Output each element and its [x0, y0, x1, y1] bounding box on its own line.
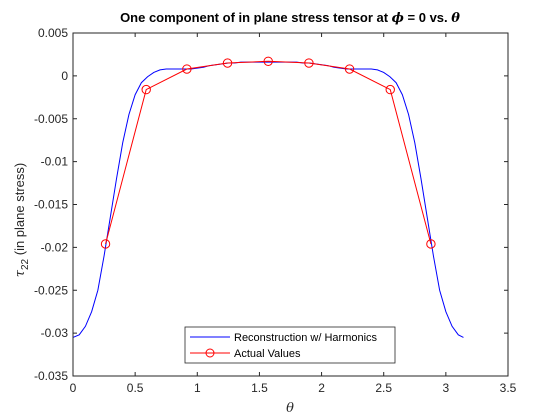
y-tick-label: 0 [61, 69, 68, 83]
legend: Reconstruction w/ Harmonics Actual Value… [184, 326, 396, 364]
data-point [426, 239, 436, 249]
legend-box [184, 326, 396, 364]
x-tick-label: 1 [194, 381, 201, 395]
y-axis-label: τ22 (in plane stress) [12, 163, 31, 277]
series-layer [72, 56, 464, 338]
data-point [100, 239, 111, 249]
x-tick-label: 1.5 [251, 381, 268, 395]
data-point [304, 58, 314, 68]
x-tick-label: 2.5 [375, 381, 392, 395]
legend-label-actual: Actual Values [234, 348, 301, 360]
data-point [385, 84, 395, 95]
data-point [182, 64, 192, 74]
data-point [141, 84, 151, 95]
series-line-0 [72, 61, 464, 338]
y-tick-label: -0.005 [34, 112, 68, 126]
data-point [263, 56, 273, 66]
data-point [344, 64, 355, 74]
y-tick-label: -0.035 [34, 369, 68, 383]
x-tick-label: 2 [318, 381, 325, 395]
x-axis-label: θ [286, 401, 294, 416]
legend-marker-actual [205, 348, 215, 358]
x-tick-label: 3 [443, 381, 450, 395]
chart-title: One component of in plane stress tensor … [120, 10, 460, 26]
x-tick-label: 0.5 [127, 381, 144, 395]
data-point [222, 58, 233, 68]
y-tick-label: -0.01 [41, 155, 69, 169]
y-tick-label: 0.005 [38, 26, 68, 40]
x-tick-label: 0 [70, 381, 77, 395]
y-tick-label: -0.025 [34, 283, 68, 297]
tick-layer: 0 0.5 1 1.5 2 2.5 3 3.5 -0.035 -0.03 -0.025 -0.02 -0… [34, 26, 517, 395]
legend-label-reconstruction: Reconstruction w/ Harmonics [234, 332, 378, 344]
y-tick-label: -0.015 [34, 198, 68, 212]
y-tick-label: -0.03 [41, 326, 69, 340]
series-line-1 [105, 60, 432, 245]
y-tick-label: -0.02 [41, 240, 69, 254]
x-tick-label: 3.5 [500, 381, 517, 395]
plot-area [73, 33, 508, 376]
